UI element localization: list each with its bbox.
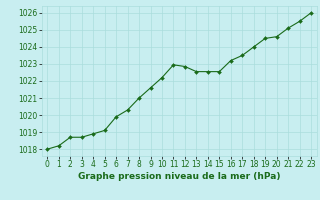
- X-axis label: Graphe pression niveau de la mer (hPa): Graphe pression niveau de la mer (hPa): [78, 172, 280, 181]
